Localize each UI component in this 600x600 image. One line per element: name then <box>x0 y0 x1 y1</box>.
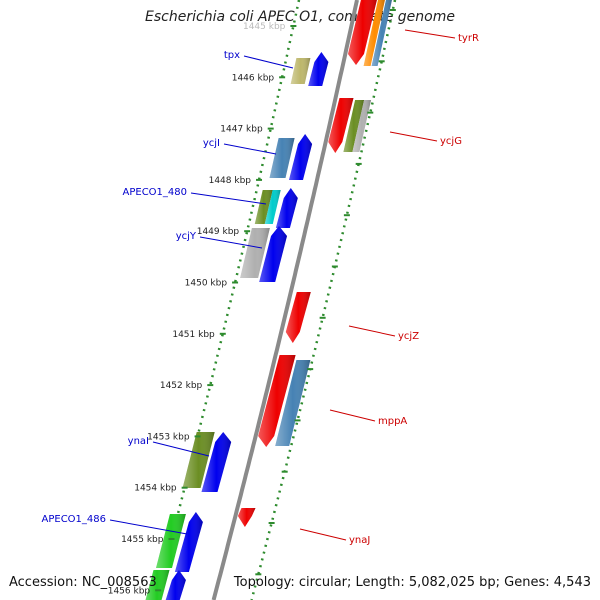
ycjI-block-blue <box>289 134 313 180</box>
tyrR-block-red <box>348 0 377 65</box>
label-leader <box>152 441 210 457</box>
APECO1_486-block-green-shade <box>156 514 186 568</box>
tpx-block-blue-shade <box>308 52 329 86</box>
APECO1_480-block-olive <box>254 190 273 224</box>
ycjI-block-steel-shade <box>269 138 295 178</box>
label-leader <box>243 55 294 69</box>
backbone-line <box>211 0 359 600</box>
ynaI-block-olive <box>182 432 215 488</box>
ycjY-block-blue <box>259 226 287 282</box>
tick-label: 1451 kbp <box>172 330 215 340</box>
label-leader <box>199 236 263 249</box>
accession-text: Accession: NC_008563 <box>9 575 157 590</box>
ycjI-block-steel <box>269 138 295 178</box>
dotted-guides <box>154 0 397 600</box>
tyrR-block-red-shade <box>348 0 377 65</box>
gene-label-APECO1_480: APECO1_480 <box>123 187 188 198</box>
APECO1_487-block-blue-shade <box>165 570 186 600</box>
APECO1_487-block-green-shade <box>145 570 170 600</box>
tpx-block-blue <box>308 52 329 86</box>
label-leader <box>348 325 396 337</box>
ycjY-block-gray <box>240 228 270 278</box>
gene-label-tyrR: tyrR <box>458 33 479 44</box>
ycjG-block-olive-shade <box>343 100 365 152</box>
ycjG-block-red <box>328 98 354 153</box>
ynaI-block-olive-shade <box>182 432 215 488</box>
inner-dotted-guide <box>154 0 301 600</box>
APECO1_487-block-green <box>145 570 170 600</box>
label-leader <box>299 528 347 541</box>
APECO1_486-block-blue <box>174 512 203 572</box>
APECO1_480-block-cyan <box>264 190 281 224</box>
gene-label-ycjY: ycjY <box>176 231 197 242</box>
APECO1_480-block-blue-shade <box>275 188 298 228</box>
ycjG-block-olive <box>343 100 365 152</box>
APECO1_487-block-blue <box>165 570 186 600</box>
tick-label: 1448 kbp <box>209 176 252 186</box>
tick-label: 1447 kbp <box>220 125 263 135</box>
mppA-block-red-shade <box>258 355 296 447</box>
ynaJ-block-shade <box>237 508 256 527</box>
APECO1_480-block-blue <box>275 188 298 228</box>
ycjG-block-red-shade <box>328 98 354 153</box>
tick-label: 1456 kbp <box>108 586 151 596</box>
tyrR-block-steel <box>371 0 392 66</box>
gene-label-APECO1_486: APECO1_486 <box>42 514 107 525</box>
tick-label: 1455 kbp <box>121 535 164 545</box>
feature-blocks <box>145 0 392 600</box>
tpx-block-khaki-shade <box>290 58 311 84</box>
tpx-block-khaki <box>290 58 311 84</box>
gene-label-ycjG: ycjG <box>440 136 462 147</box>
scale-ticks: 1445 kbp 1446 kbp 1447 kbp 1448 kbp 1449 kbp… <box>108 9 396 596</box>
tick-label: 1450 kbp <box>185 279 228 289</box>
ycjZ-block <box>285 292 311 343</box>
ycjG-block-gray <box>352 100 372 152</box>
label-leader <box>109 519 188 535</box>
tick-label: 1445 kbp <box>243 22 286 32</box>
ycjY-block-blue-shade <box>259 226 287 282</box>
ynaI-block-blue <box>201 432 232 492</box>
label-leader <box>329 409 376 422</box>
label-leader <box>223 143 277 155</box>
ycjY-block-gray-shade <box>240 228 270 278</box>
tick-label: 1453 kbp <box>147 432 190 442</box>
mppA-block-steel-shade <box>275 360 311 446</box>
APECO1_480-block-cyan-shade <box>264 190 281 224</box>
ycjG-block-gray-shade <box>352 100 372 152</box>
tick-label: 1452 kbp <box>160 381 203 391</box>
tyrR-block-orange-shade <box>363 0 385 66</box>
tick-label: 1454 kbp <box>134 484 177 494</box>
ynaI-block-blue-shade <box>201 432 232 492</box>
genome-backbone <box>211 0 359 600</box>
ynaJ-block <box>237 508 256 527</box>
APECO1_480-block-olive-shade <box>254 190 273 224</box>
ycjZ-block-shade <box>285 292 311 343</box>
gene-label-ynaI: ynaI <box>128 436 149 447</box>
gene-label-ycjI: ycjI <box>203 138 220 149</box>
mppA-block-red <box>258 355 296 447</box>
gene-labels: tpx ycjI APECO1_480 ycjY ynaI APECO1_486 tyrR y… <box>42 29 479 546</box>
APECO1_486-block-blue-shade <box>174 512 203 572</box>
tyrR-block-steel-shade <box>371 0 392 66</box>
label-leader <box>190 192 267 205</box>
gene-label-mppA: mppA <box>378 416 407 427</box>
gene-label-tpx: tpx <box>224 50 240 61</box>
tick-label: 1446 kbp <box>232 73 275 83</box>
topology-text: Topology: circular; Length: 5,082,025 bp… <box>233 575 591 590</box>
tick-label: 1449 kbp <box>197 227 240 237</box>
mppA-block-steel <box>275 360 311 446</box>
label-leader <box>389 131 438 142</box>
outer-dotted-guide <box>250 0 397 600</box>
tyrR-block-orange <box>363 0 385 66</box>
APECO1_486-block-green <box>156 514 186 568</box>
gene-label-ycjZ: ycjZ <box>398 331 419 342</box>
label-leader <box>404 29 456 39</box>
ycjI-block-blue-shade <box>289 134 313 180</box>
gene-label-ynaJ: ynaJ <box>349 535 370 546</box>
